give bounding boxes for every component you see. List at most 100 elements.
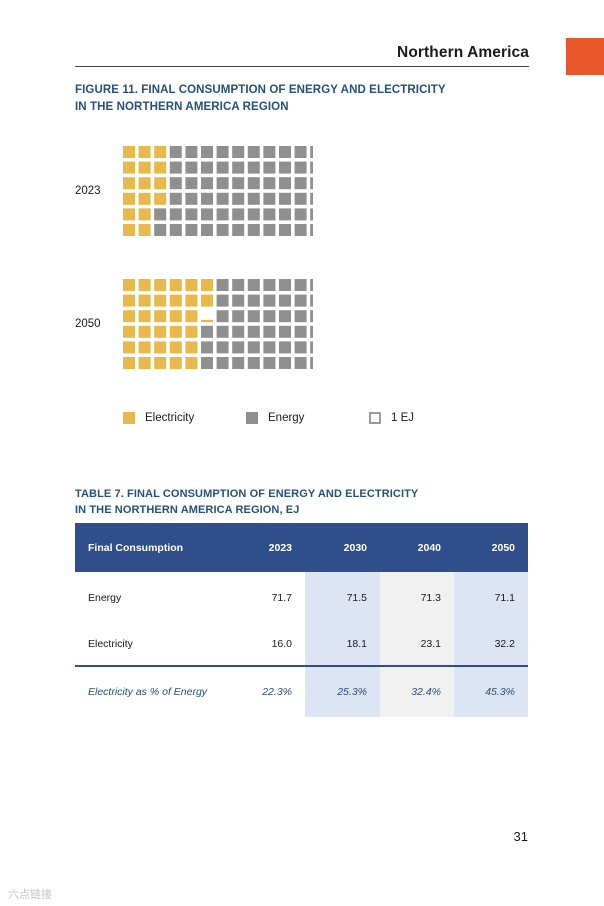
waffle-cell-electricity-2050 [123,310,135,323]
waffle-cell-energy-2023 [201,192,213,205]
waffle-cell-energy-2023 [216,192,229,205]
waffle-cell-electricity-2050 [123,325,135,338]
waffle-cell-energy-2050 [216,294,229,307]
waffle-cell-electricity-2050 [201,294,213,307]
waffle-cell-energy-2050 [232,310,245,323]
watermark: 六点链接 [8,889,52,901]
legend-energy: Energy [246,412,304,424]
waffle-cell-electricity-2050 [123,341,135,354]
figure-title-line-2: IN THE NORTHERN AMERICA REGION [75,101,289,113]
table-header-cell: 2023 [229,523,305,572]
waffle-cell-electricity-2023 [154,146,167,158]
table-row: Electricity 16.0 18.1 23.1 32.2 [75,622,528,666]
table-row: Electricity as % of Energy 22.3% 25.3% 3… [75,665,528,717]
waffle-year-label-2023: 2023 [75,185,101,197]
waffle-cell-electricity-2050 [123,357,135,369]
waffle-cell-electricity-2023 [138,146,151,158]
waffle-cell-energy-2023 [310,208,313,221]
waffle-cell-energy-2050 [294,279,307,291]
legend-swatch-electricity [123,412,135,424]
waffle-cell-energy-2023 [185,161,198,174]
waffle-cell-energy-2023 [279,208,291,221]
waffle-cell-energy-2050 [310,341,313,354]
waffle-cell-energy-2023 [169,208,182,221]
waffle-cell-electricity-2050 [201,319,213,323]
table-header-cell: Final Consumption [75,523,229,572]
waffle-cell-energy-2050 [263,357,276,369]
waffle-cell-electricity-2023 [138,192,151,205]
table-title-line-1: TABLE 7. FINAL CONSUMPTION OF ENERGY AND… [75,488,419,500]
waffle-cell-electricity-2050 [169,325,182,338]
waffle-cell-energy-2023 [185,224,198,236]
waffle-cell-energy-2050 [279,357,291,369]
waffle-cell-energy-2023 [294,192,307,205]
waffle-cell-energy-2050 [247,325,260,338]
table-row: Energy 71.7 71.5 71.3 71.1 [75,572,528,622]
waffle-cell-energy-2050 [232,341,245,354]
waffle-cell-electricity-2023 [123,146,135,158]
waffle-cell-energy-2023 [201,224,213,236]
legend-swatch-energy [246,412,258,424]
table-header-cell: 2050 [454,523,528,572]
waffle-cell-energy-2023 [216,224,229,236]
header-divider [75,66,529,67]
waffle-cell-electricity-2050 [169,279,182,291]
waffle-cell-energy-2023 [279,161,291,174]
waffle-cell-electricity-2023 [154,177,167,190]
table-cell: Energy [88,592,122,604]
waffle-cell-energy-2023 [232,146,245,158]
waffle-cell-energy-2023 [169,224,182,236]
waffle-cell-energy-2023 [294,208,307,221]
table-cell: 16.0 [271,637,292,650]
waffle-cell-electricity-2050 [185,341,198,354]
table-cell: Electricity [88,637,133,650]
waffle-cell-electricity-2050 [185,310,198,323]
table-header-row: Final Consumption 2023 2030 2040 2050 [75,523,528,572]
waffle-cell-electricity-2050 [154,310,167,323]
waffle-cell-energy-2023 [310,146,313,158]
waffle-cell-electricity-2050 [185,294,198,307]
waffle-cell-energy-2023 [263,146,276,158]
waffle-cell-electricity-2050 [123,279,135,291]
waffle-cell-energy-2050 [294,294,307,307]
waffle-cell-energy-2050 [310,294,313,307]
waffle-cell-energy-2050 [201,341,213,354]
waffle-cell-energy-2050 [247,310,260,323]
waffle-cell-energy-2023 [263,177,276,190]
waffle-cell-energy-2050 [263,279,276,291]
table-cell: 71.1 [454,572,528,622]
waffle-cell-energy-2050 [263,325,276,338]
table-title-line-2: IN THE NORTHERN AMERICA REGION, EJ [75,504,300,516]
waffle-cell-electricity-2023 [123,177,135,190]
waffle-cell-energy-2023 [247,192,260,205]
waffle-cell-energy-2023 [185,192,198,205]
waffle-cell-electricity-2023 [123,192,135,205]
waffle-cell-electricity-2050 [138,357,151,369]
waffle-cell-energy-2023 [216,177,229,190]
waffle-cell-energy-2023 [185,146,198,158]
figure-title-line-1: FIGURE 11. FINAL CONSUMPTION OF ENERGY A… [75,84,446,96]
waffle-cell-energy-2050 [263,310,276,323]
waffle-cell-energy-2023 [294,146,307,158]
legend-label-electricity: Electricity [145,412,195,424]
waffle-cell-electricity-2023 [138,224,151,236]
waffle-cell-energy-2050 [216,310,229,323]
waffle-cell-energy-2023 [247,146,260,158]
waffle-cell-electricity-2050 [185,279,198,291]
waffle-cell-energy-2050 [247,341,260,354]
legend-label-unit: 1 EJ [391,412,415,424]
waffle-cell-energy-2023 [263,192,276,205]
table-cell: 71.5 [305,572,380,622]
waffle-cell-energy-2050 [201,325,213,338]
waffle-cell-energy-2050 [279,341,291,354]
waffle-cell-energy-2023 [294,224,307,236]
waffle-cell-energy-2050 [310,357,313,369]
waffle-cell-energy-2023 [310,177,313,190]
waffle-cell-energy-2050 [247,294,260,307]
table-cell: 22.3% [229,665,305,717]
section-tab-marker [566,38,604,75]
waffle-cell-energy-2050 [310,310,313,323]
waffle-year-label-2050: 2050 [75,318,101,330]
waffle-cell-energy-2050 [279,325,291,338]
waffle-cell-energy-2023 [232,161,245,174]
